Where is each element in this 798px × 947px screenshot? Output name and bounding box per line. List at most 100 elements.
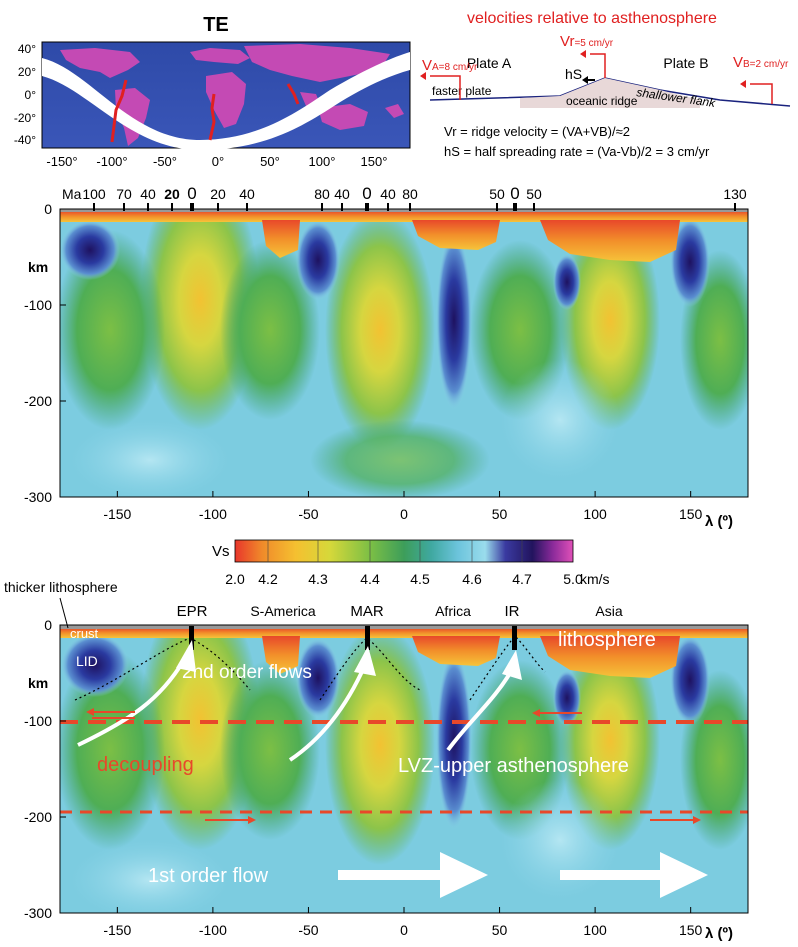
colorbar-tick-label: 4.2: [258, 571, 278, 587]
age-label: 40: [239, 186, 255, 202]
age-label: 0: [362, 184, 371, 203]
y-tick-label: -200: [24, 393, 52, 409]
hs-label: hS: [565, 66, 582, 82]
bottom-y-ticks: 0 -100 -200 -300: [24, 617, 66, 921]
ridge-label-mar: MAR: [350, 603, 384, 620]
age-label: 130: [723, 186, 747, 202]
x-tick-label: 50: [492, 922, 508, 938]
x-tick-label: -150: [103, 506, 131, 522]
x-tick-label: 150: [679, 506, 703, 522]
first-order-flow-arrows: [338, 852, 708, 898]
top-crust: [60, 209, 748, 212]
map-lon-ticks: -150° -100° -50° 0° 50° 100° 150°: [46, 154, 387, 169]
bottom-ylabel: km: [28, 675, 48, 691]
map-lon-tick-label: -100°: [96, 154, 127, 169]
y-tick-label: -300: [24, 905, 52, 921]
vb-arrow: [750, 83, 773, 104]
top-section: Ma 100 70 40 20 0 20 40 80 40 0 40 80 50 0 50 130 km 0-1…: [24, 184, 749, 530]
faster-plate-label: faster plate: [432, 84, 492, 98]
va-label: VA=8 cm/yr: [422, 57, 478, 74]
map-panel: TE 40° 20° 0° -20° -40° -150° -100° -50° 0° 50° 1…: [14, 14, 411, 169]
crust-label: crust: [70, 626, 99, 641]
colorbar-label: Vs: [212, 543, 230, 560]
map-lon-tick-label: 150°: [361, 154, 388, 169]
x-tick-label: -50: [298, 922, 318, 938]
ridge-dotted-curves: [74, 635, 546, 701]
y-tick-label: -100: [24, 713, 52, 729]
age-label: 70: [116, 186, 132, 202]
plate-b-label: Plate B: [663, 55, 708, 71]
second-order-arrowheads: [176, 640, 522, 680]
top-lithosphere: [60, 211, 748, 262]
lid-label: LID: [76, 653, 98, 669]
age-label: 100: [82, 186, 106, 202]
map-lat-ticks: 40° 20° 0° -20° -40°: [14, 42, 36, 147]
map-ridges: [110, 79, 300, 143]
age-label: 0: [510, 184, 519, 203]
second-order-label: 2nd order flows: [182, 662, 312, 683]
thicker-lithosphere-label: thicker lithosphere: [4, 579, 118, 595]
map-lon-tick-label: -150°: [46, 154, 77, 169]
x-tick-label: 50: [492, 506, 508, 522]
equation-vr: Vr = ridge velocity = (VA+VB)/≈2: [444, 124, 630, 139]
map-lon-tick-label: 100°: [309, 154, 336, 169]
x-tick-label: 100: [583, 922, 607, 938]
age-label: 20: [164, 186, 180, 202]
bottom-lithosphere: [60, 628, 748, 678]
colorbar-tick-label: 5.0: [563, 571, 583, 587]
top-x-ticks: -150 -100 -50 0 50 100 150: [103, 491, 703, 522]
age-label: 40: [334, 186, 350, 202]
va-arrowhead: [420, 72, 426, 80]
region-label-s-america: S-America: [250, 603, 316, 619]
equation-hs: hS = half spreading rate = (Va-Vb)/2 = 3…: [444, 144, 710, 159]
age-label: 50: [489, 186, 505, 202]
ridge-markers: [189, 626, 517, 650]
vr-arrow: [590, 53, 606, 78]
y-tick-label: 0: [44, 201, 52, 217]
age-unit: Ma: [62, 186, 82, 202]
colorbar-tick-label: 4.5: [410, 571, 430, 587]
bottom-section: thicker lithosphere crust LID EPR S-Amer…: [4, 579, 749, 942]
x-tick-label: 0: [400, 506, 408, 522]
decoupling-label: decoupling: [97, 754, 194, 776]
oceanic-ridge-label: oceanic ridge: [566, 94, 638, 108]
age-label: 40: [140, 186, 156, 202]
top-ylabel: km: [28, 259, 48, 275]
ridge-label-epr: EPR: [177, 603, 208, 620]
colorbar-tick-label: 4.6: [462, 571, 482, 587]
ridge-fill: [520, 78, 700, 108]
vr-arrowhead: [580, 50, 586, 58]
map-lon-tick-label: -50°: [153, 154, 177, 169]
lvz-label: LVZ-upper asthenosphere: [398, 755, 629, 777]
colorbar-tick-label: 2.0: [225, 571, 245, 587]
x-tick-label: -150: [103, 922, 131, 938]
top-x-axis-label: λ (º): [705, 513, 733, 530]
top-anomalies: [60, 209, 748, 497]
map-lat-tick-label: 20°: [18, 65, 36, 79]
first-order-label: 1st order flow: [148, 865, 269, 887]
map-lat-tick-label: -40°: [14, 133, 36, 147]
age-label: 80: [314, 186, 330, 202]
colorbar-tick-label: 4.7: [512, 571, 532, 587]
colorbar-gradient: [234, 539, 574, 563]
colorbar-tick-label: 4.3: [308, 571, 328, 587]
x-tick-label: -100: [199, 922, 227, 938]
x-tick-label: 0: [400, 922, 408, 938]
bottom-x-ticks: -150 -100 -50 0 50 100 150: [103, 907, 703, 938]
map-continents: [60, 44, 404, 146]
y-tick-label: -200: [24, 809, 52, 825]
age-label: 20: [210, 186, 226, 202]
x-tick-label: 100: [583, 506, 607, 522]
colorbar-unit: km/s: [580, 571, 610, 587]
va-arrow: [430, 75, 461, 100]
y-tick-label: -300: [24, 489, 52, 505]
top-y-ticks: 0 -100 -200 -300: [24, 201, 66, 505]
red-shear-arrowheads: [86, 708, 701, 824]
second-order-flow-arrows: [77, 658, 515, 762]
map-white-band: [42, 52, 410, 150]
thicker-lithosphere-pointer: [59, 597, 69, 629]
velocity-schematic: velocities relative to asthenosphere Pla…: [420, 10, 791, 159]
ridge-label-ir: IR: [505, 603, 520, 620]
colorbar-ticks: 2.0 4.2 4.3 4.4 4.5 4.6 4.7 5.0: [225, 540, 583, 587]
schematic-title: velocities relative to asthenosphere: [467, 10, 717, 27]
